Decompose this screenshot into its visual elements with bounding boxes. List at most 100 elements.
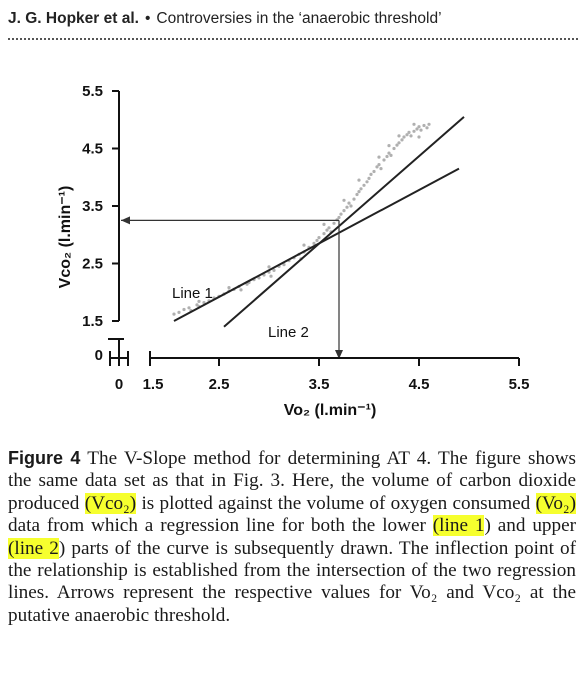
data-point (392, 146, 396, 151)
x-tick-label: 0 (115, 376, 123, 393)
caption-highlight-vo2: (Vo₂) (535, 492, 577, 514)
data-point (402, 135, 406, 139)
data-point (342, 198, 346, 202)
data-point (415, 127, 419, 131)
data-point (385, 154, 389, 159)
caption-line9: for Vo₂ and Vco₂ at the putative anaerob… (8, 582, 577, 626)
x-tick-label: 4.5 (409, 376, 430, 393)
caption-line4-post: data from which a (8, 515, 154, 537)
data-point (405, 133, 409, 137)
data-point (400, 138, 404, 142)
caption-highlight-vco2: (Vco₂) (84, 492, 137, 514)
data-point (412, 129, 416, 133)
data-point (357, 190, 361, 194)
data-point (427, 122, 431, 126)
threshold-arrows (121, 216, 343, 359)
scatter-points (172, 122, 431, 316)
header-bullet: • (144, 10, 151, 27)
data-point (362, 183, 366, 187)
y-tick-label: 1.5 (82, 313, 103, 330)
y-tick-label: 3.5 (82, 198, 103, 215)
data-point (387, 151, 391, 155)
x-tick-label: 2.5 (209, 376, 230, 393)
caption-line5-pre: regression line for both the lower (160, 515, 433, 537)
data-point (352, 197, 356, 201)
y-axis-title: Vco₂ (l.min⁻¹) (57, 186, 74, 289)
caption-line3-post: is plotted against (136, 492, 273, 514)
data-point (397, 141, 401, 145)
data-point (397, 134, 401, 138)
data-point (389, 153, 393, 157)
data-point (422, 123, 426, 128)
line-2-label: Line 2 (268, 324, 309, 341)
data-point (395, 143, 399, 147)
header-authors: J. G. Hopker et al. (8, 10, 139, 27)
caption-line5-post: ) (58, 537, 66, 559)
data-point (367, 176, 371, 180)
data-point (425, 126, 429, 130)
caption-line8: two regression lines. Arrows represent t… (8, 560, 576, 604)
data-point (359, 187, 363, 191)
data-point (337, 215, 341, 220)
caption-line6: parts of the curve is subsequently drawn… (71, 537, 554, 559)
caption-highlight-line1: (line 1 (432, 515, 485, 537)
caption-line7: of the relationship is established from … (8, 537, 577, 582)
data-point (302, 243, 306, 247)
data-point (332, 221, 336, 225)
data-point (177, 310, 181, 314)
y-tick-label: 5.5 (82, 83, 103, 100)
figure-caption: Figure 4 The V-Slope method for determin… (8, 447, 576, 627)
y-tick-label: 2.5 (82, 256, 103, 273)
data-point (417, 125, 421, 129)
regression-lines (173, 116, 465, 328)
data-point (267, 265, 271, 269)
vslope-figure: 0 1.5 2.5 3.5 4.5 5.5 0 1.5 2.5 3.5 4.5 5.5 Vo₂ (l.m… (57, 83, 529, 419)
data-point (315, 238, 319, 243)
header-dotted-rule (8, 38, 578, 40)
data-point (272, 268, 276, 272)
data-point (369, 172, 373, 176)
data-point (387, 144, 391, 148)
data-point (282, 263, 286, 267)
header-running-title: Controversies in the ‘anaerobic threshol… (156, 10, 442, 27)
data-point (355, 192, 359, 197)
data-point (227, 286, 231, 290)
data-point (197, 299, 201, 303)
running-header: J. G. Hopker et al. • Controversies in the… (8, 10, 578, 28)
data-point (339, 212, 343, 216)
data-point (377, 155, 381, 159)
data-point (377, 163, 381, 167)
data-point (345, 205, 349, 209)
x-axis-title: Vo₂ (l.min⁻¹) (284, 402, 377, 419)
chart-axes (108, 90, 520, 366)
caption-line4-pre: the volume of oxygen consumed (277, 492, 536, 514)
data-point (182, 307, 186, 312)
data-point (269, 274, 273, 278)
caption-label: Figure 4 (8, 448, 81, 468)
line-1-label: Line 1 (172, 285, 213, 302)
data-point (312, 241, 316, 245)
caption-highlight-line2: (line 2 (8, 537, 59, 559)
data-point (172, 312, 176, 316)
data-point (375, 165, 379, 169)
caption-line5-mid: ) and upper (484, 515, 577, 537)
data-point (419, 128, 423, 132)
data-point (187, 306, 191, 310)
x-tick-label: 5.5 (509, 376, 530, 393)
data-point (317, 236, 321, 240)
y-tick-label: 0 (95, 347, 103, 364)
caption-line3-pre: volume of carbon dioxide produced (8, 470, 576, 514)
data-point (347, 201, 351, 205)
data-point (349, 204, 353, 208)
data-point (322, 232, 326, 236)
data-point (325, 228, 329, 232)
data-point (417, 135, 421, 139)
data-point (365, 180, 369, 184)
caption-line1: The V-Slope method for determining AT 4.… (80, 448, 468, 469)
data-point (357, 178, 361, 182)
data-point (379, 167, 383, 171)
chart-labels: 0 1.5 2.5 3.5 4.5 5.5 0 1.5 2.5 3.5 4.5 5.5 Vo₂ (l.m… (57, 83, 529, 419)
data-point (239, 288, 243, 292)
regression-line-2 (223, 116, 465, 328)
data-point (409, 134, 413, 138)
